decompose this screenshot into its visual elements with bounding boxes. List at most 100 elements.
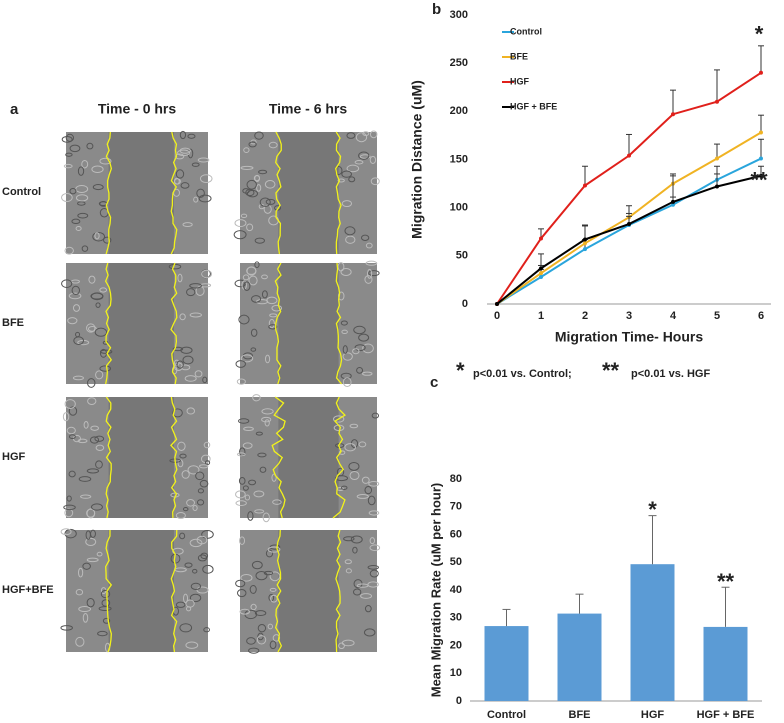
cell — [94, 435, 105, 442]
cell — [250, 295, 262, 303]
cell — [341, 639, 355, 647]
cell — [268, 324, 278, 330]
cell — [253, 175, 261, 182]
cell — [185, 641, 199, 649]
cell — [235, 579, 246, 588]
cell — [67, 317, 78, 325]
point — [539, 271, 543, 276]
cell — [264, 419, 270, 427]
cell — [365, 242, 373, 249]
cell — [359, 154, 371, 159]
cell — [243, 426, 254, 432]
cell — [358, 441, 367, 448]
cell — [267, 546, 281, 553]
cell — [90, 292, 104, 300]
cell — [367, 495, 376, 506]
cell — [255, 299, 269, 305]
cell — [75, 225, 82, 231]
cell — [64, 528, 77, 539]
cell — [338, 450, 346, 455]
cell — [345, 568, 352, 574]
cell — [189, 593, 202, 603]
wound-edge — [170, 396, 178, 519]
cell — [246, 637, 256, 645]
cell — [65, 133, 74, 142]
cell — [75, 636, 85, 647]
wound-edge — [105, 131, 113, 255]
point — [759, 156, 763, 161]
cell — [75, 588, 84, 596]
cell — [86, 597, 95, 608]
cell — [257, 624, 267, 633]
cell — [261, 290, 268, 299]
cell — [352, 348, 360, 355]
y-tick-label: 40 — [450, 584, 462, 596]
cell — [86, 557, 99, 563]
cell — [203, 627, 210, 633]
cell — [234, 219, 247, 228]
x-tick-label: 6 — [758, 310, 764, 322]
cell — [352, 546, 358, 554]
wound-gap — [108, 397, 174, 518]
cell — [72, 304, 81, 312]
point — [627, 222, 631, 227]
cell — [358, 151, 370, 160]
cell — [78, 605, 92, 613]
cell — [247, 511, 254, 521]
cell — [342, 352, 353, 361]
cell — [182, 355, 194, 365]
cell — [234, 279, 247, 288]
wound-gap — [278, 132, 339, 254]
cell — [192, 504, 198, 512]
cell — [86, 142, 94, 150]
cell — [243, 281, 251, 291]
wound-edge — [271, 396, 286, 519]
cell — [87, 326, 97, 332]
cell — [94, 232, 100, 240]
cell — [246, 266, 257, 275]
cell — [360, 593, 373, 599]
cell — [96, 551, 103, 557]
cell — [361, 371, 373, 376]
cell — [233, 230, 247, 240]
cell — [256, 184, 262, 192]
annotation: ** — [717, 569, 735, 594]
cell — [270, 594, 278, 603]
cell — [340, 372, 352, 380]
cell — [203, 441, 211, 449]
point — [759, 70, 763, 75]
cell — [240, 354, 254, 363]
cell — [269, 313, 278, 318]
cell — [99, 365, 112, 372]
cell — [272, 499, 282, 505]
wound-edge — [104, 262, 113, 385]
cell — [250, 328, 258, 337]
cell — [91, 165, 104, 174]
cell — [69, 187, 77, 195]
cell — [261, 274, 268, 280]
cell — [94, 327, 108, 337]
cell — [86, 508, 96, 518]
cell — [184, 562, 193, 568]
x-tick-label: HGF — [641, 709, 665, 721]
cell — [268, 141, 278, 149]
row-label: BFE — [2, 317, 24, 329]
cell — [250, 347, 257, 352]
cell — [179, 623, 193, 633]
cell — [78, 476, 92, 482]
cell — [179, 147, 191, 154]
cell — [199, 174, 213, 184]
cell — [255, 431, 263, 436]
cell — [346, 132, 356, 139]
note-text: p<0.01 vs. Control; — [473, 368, 572, 380]
cell — [179, 532, 186, 540]
column-header: Time - 0 hrs — [98, 101, 177, 117]
cell — [61, 279, 73, 288]
cell — [172, 408, 183, 418]
point — [583, 237, 587, 242]
y-tick-label: 50 — [450, 556, 462, 568]
cell — [63, 504, 76, 511]
cell — [350, 535, 363, 544]
cell — [82, 612, 89, 623]
cell — [344, 559, 352, 565]
